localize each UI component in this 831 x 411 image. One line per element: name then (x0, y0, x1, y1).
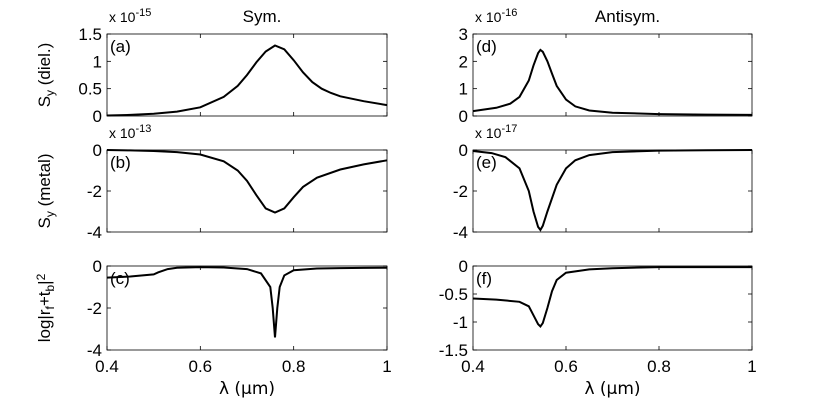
panel-b-label: (b) (110, 153, 131, 172)
panel-c-xtick-label: 0.8 (282, 357, 306, 376)
panel-b-frame (106, 149, 388, 233)
panel-f-series-line (472, 266, 752, 329)
panel-f-xtick-label: 0.8 (647, 357, 671, 376)
panel-a-ytick-label: 0 (93, 107, 102, 126)
panel-e-series-line (472, 149, 753, 232)
panel-e-ytick-label: -4 (453, 223, 468, 242)
panel-c-ylabel: log|rf+tb|2 (34, 273, 56, 342)
panel-a-frame (106, 33, 388, 117)
panel-a-column-title: Sym. (243, 7, 282, 26)
panel-a-series-line (106, 44, 388, 117)
panel-b-ylabel: Sy (metal) (35, 154, 57, 229)
panel-b-ytick-label: -2 (87, 182, 102, 201)
panel-a-exponent-label: x 10-15 (109, 7, 151, 25)
panel-c-ytick-label: -4 (87, 341, 102, 360)
panel-e-ytick-label: -2 (453, 182, 468, 201)
panel-e-label: (e) (476, 153, 497, 172)
panel-a-label: (a) (110, 37, 131, 56)
panel-d-series-line (472, 48, 753, 116)
panel-f-ytick-label: 0 (459, 257, 468, 276)
panel-f-xtick-label: 0.6 (554, 357, 578, 376)
panel-e-exponent-label: x 10-17 (475, 123, 517, 141)
panel-d-ytick-label: 2 (459, 52, 468, 71)
panel-c-label: (c) (110, 269, 130, 288)
panel-a-ytick-label: 1 (93, 52, 102, 71)
panel-c-ytick-label: 0 (93, 257, 102, 276)
panel-c-xtick-label: 0.6 (189, 357, 213, 376)
panel-d-label: (d) (476, 37, 497, 56)
panel-f-label: (f) (476, 269, 492, 288)
panel-f-frame (472, 265, 753, 351)
panel-d-column-title: Antisym. (595, 7, 660, 26)
panel-e-frame (472, 149, 753, 233)
panel-d-ytick-label: 3 (459, 25, 468, 44)
panel-c-series-line (106, 266, 388, 338)
panel-c-xtick-label: 0.4 (95, 357, 119, 376)
panel-b-ytick-label: 0 (93, 141, 102, 160)
panel-d-ytick-label: 0 (459, 107, 468, 126)
panel-f-ytick-label: -1 (453, 313, 468, 332)
panel-b-series-line (106, 149, 388, 214)
panel-c-xlabel: λ (μm) (219, 379, 275, 399)
panel-f-xtick-label: 1 (747, 357, 756, 376)
panel-a-ylabel: Sy (diel.) (35, 43, 57, 108)
panel-c-frame (106, 265, 388, 351)
panel-a-ytick-label: 1.5 (78, 25, 102, 44)
panel-d-exponent-label: x 10-16 (475, 7, 517, 25)
panel-c-ytick-label: -2 (87, 299, 102, 318)
panel-e-ytick-label: 0 (459, 141, 468, 160)
panel-a-ytick-label: 0.5 (78, 80, 102, 99)
panel-b-ytick-label: -4 (87, 223, 102, 242)
panel-d-frame (472, 33, 753, 117)
panel-d-ytick-label: 1 (459, 80, 468, 99)
panel-b-exponent-label: x 10-13 (109, 123, 151, 141)
panel-f-ytick-label: -0.5 (439, 285, 468, 304)
panel-f-ytick-label: -1.5 (439, 341, 468, 360)
panel-c-xtick-label: 1 (382, 357, 391, 376)
panel-f-xtick-label: 0.4 (461, 357, 485, 376)
panel-f-xlabel: λ (μm) (584, 379, 640, 399)
